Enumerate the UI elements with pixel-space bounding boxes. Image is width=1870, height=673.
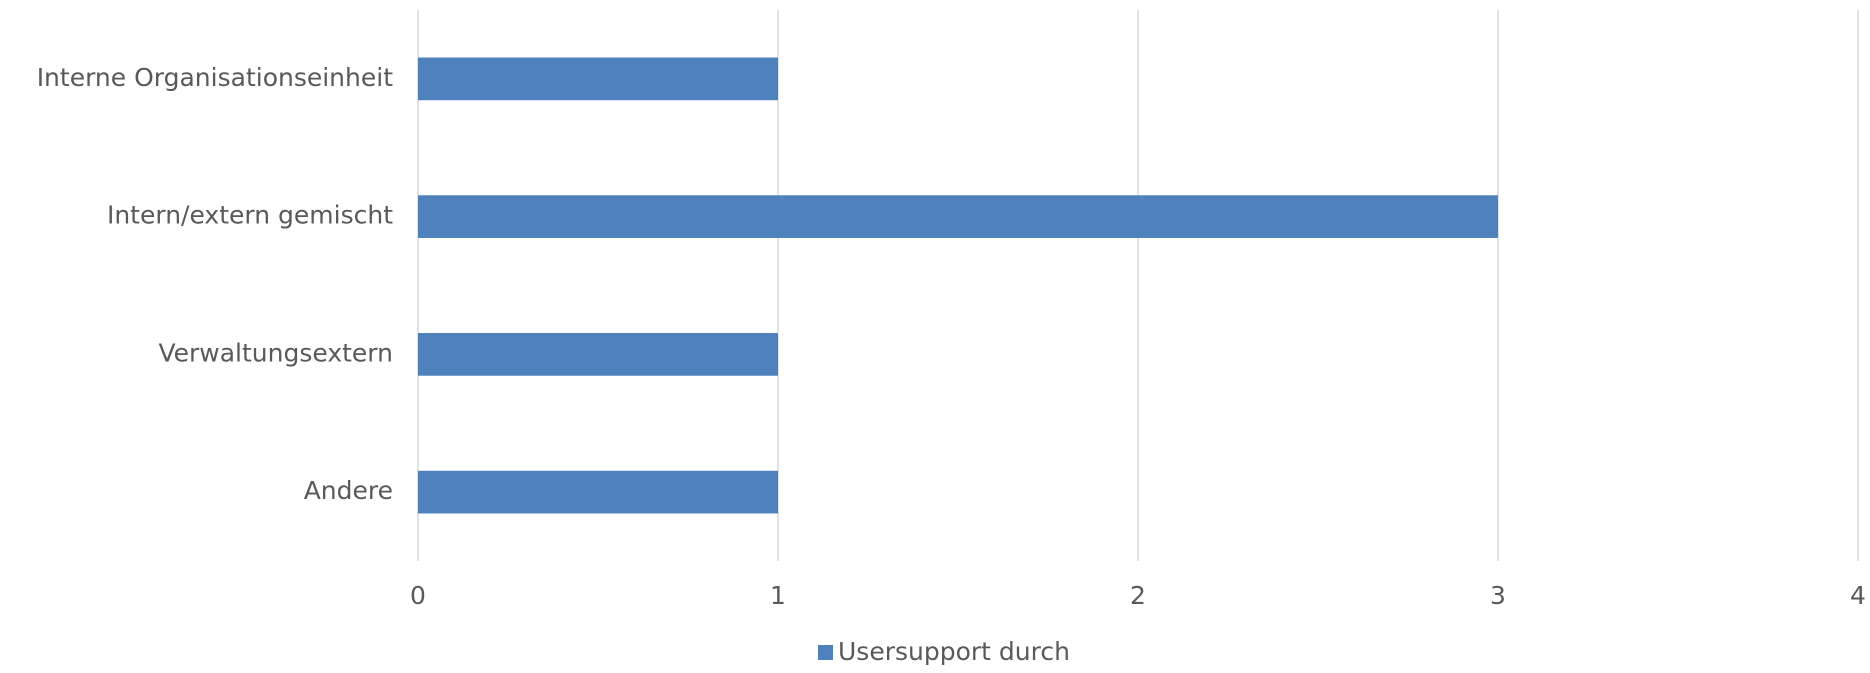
y-tick-label: Interne Organisationseinheit [37,63,394,92]
legend-label: Usersupport durch [838,637,1070,666]
legend-swatch [818,645,833,660]
y-tick-label: Andere [304,476,393,505]
x-tick-label: 1 [770,581,786,610]
y-tick-label: Verwaltungsextern [158,338,393,367]
x-tick-label: 4 [1850,581,1866,610]
bar [418,195,1498,238]
bar [418,333,778,376]
bar [418,470,778,514]
x-tick-label: 0 [410,581,426,610]
x-tick-label: 2 [1130,581,1146,610]
y-tick-label: Intern/extern gemischt [107,201,393,230]
bar [418,57,778,101]
x-tick-label: 3 [1490,581,1506,610]
